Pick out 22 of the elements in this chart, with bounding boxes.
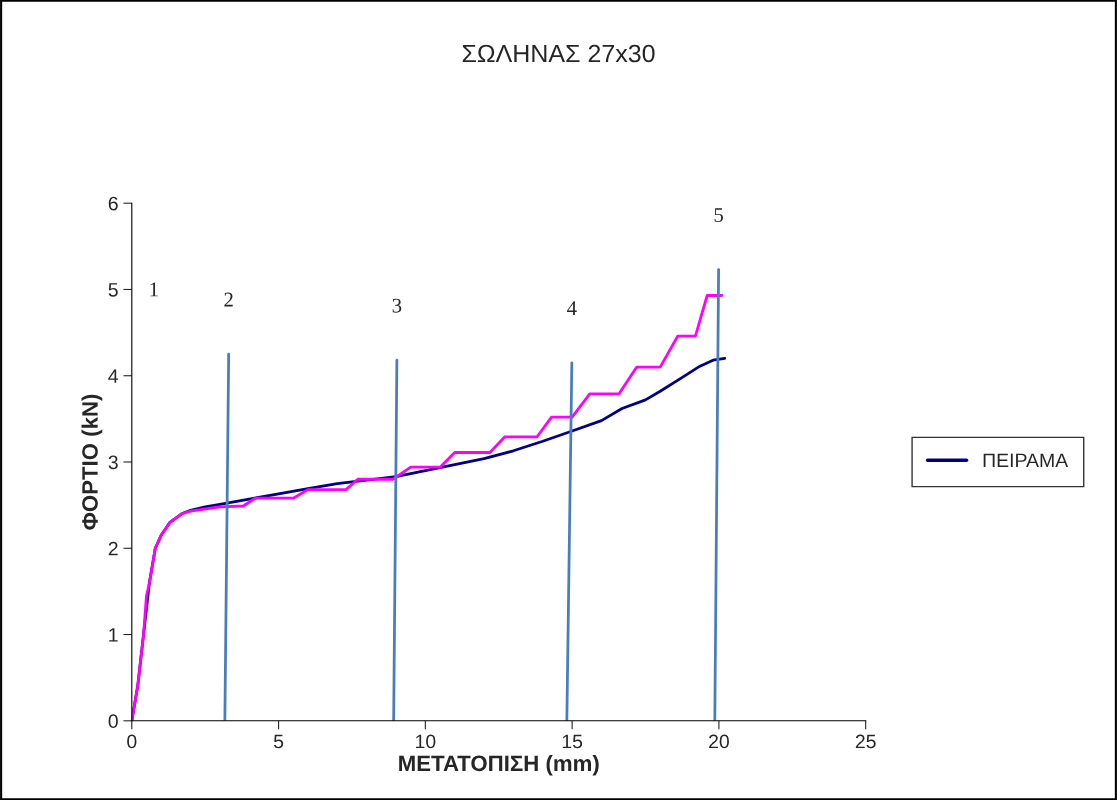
y-tick-label: 6 (108, 196, 118, 211)
y-axis-title: ΦΟΡΤΙΟ (kN) (81, 394, 103, 530)
x-tick-label: 25 (855, 734, 876, 749)
annotation: 5 (714, 208, 723, 223)
legend-label: ΠΕΙΡΑΜΑ (983, 453, 1069, 468)
y-tick-label: 1 (109, 628, 118, 642)
chart-title: ΣΩΛΗΝΑΣ 27x30 (462, 44, 655, 63)
x-tick-label: 10 (416, 734, 436, 749)
y-tick-label: 0 (108, 714, 118, 729)
y-tick-label: 5 (108, 283, 118, 297)
annotation: 1 (150, 282, 158, 297)
annotation: 2 (224, 292, 233, 307)
annotation: 3 (392, 298, 402, 313)
y-tick-label: 3 (108, 455, 118, 470)
x-tick-label: 15 (562, 734, 583, 749)
y-tick-label: 2 (108, 541, 118, 556)
x-tick-label: 5 (273, 734, 284, 749)
annotation: 4 (567, 301, 577, 316)
x-tick-label: 0 (127, 734, 137, 749)
x-axis-title: ΜΕΤΑΤΟΠΙΣΗ (mm) (399, 754, 599, 776)
y-tick-label: 4 (108, 369, 119, 383)
x-tick-label: 20 (709, 734, 729, 749)
